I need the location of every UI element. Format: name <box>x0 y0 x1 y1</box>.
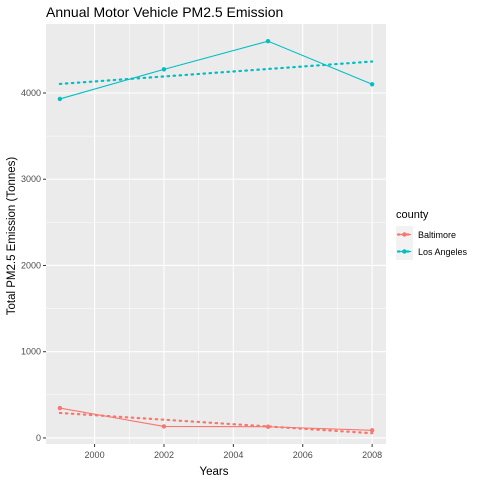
x-tick-label: 2002 <box>154 450 174 460</box>
axis-layer: 2000 2002 2004 2006 2008 0 1000 2000 3000 4000 <box>21 88 382 460</box>
chart-title: Annual Motor Vehicle PM2.5 Emission <box>46 4 283 20</box>
x-tick-label: 2008 <box>362 450 382 460</box>
y-axis-label: Total PM2.5 Emission (Tonnes) <box>6 157 18 316</box>
legend-label-los-angeles: Los Angeles <box>418 247 468 257</box>
y-tick-label: 4000 <box>21 88 41 98</box>
los-angeles-data-point <box>161 67 167 72</box>
legend: county Baltimore Los Angeles <box>396 209 468 260</box>
y-tick-label: 0 <box>36 433 41 443</box>
los-angeles-data-point <box>369 82 375 87</box>
los-angeles-series-line <box>59 40 373 100</box>
y-tick-label: 1000 <box>21 347 41 357</box>
baltimore-series-line <box>59 407 373 431</box>
los-angeles-data-point <box>265 38 271 44</box>
line-layer <box>59 40 373 431</box>
legend-label-baltimore: Baltimore <box>418 230 456 240</box>
legend-title: county <box>396 209 429 221</box>
los-angeles-trend-line <box>58 60 374 86</box>
baltimore-data-point <box>369 428 375 433</box>
x-tick-label: 2000 <box>85 450 105 460</box>
baltimore-data-point <box>57 405 63 411</box>
los-angeles-data-point <box>57 96 63 102</box>
point-layer <box>57 38 375 433</box>
x-tick-label: 2006 <box>293 450 313 460</box>
baltimore-trend-line <box>58 411 374 435</box>
y-tick-label: 2000 <box>21 260 41 270</box>
plot-panel <box>46 24 386 444</box>
legend-key-point <box>402 249 407 254</box>
grid-layer <box>46 24 386 444</box>
trend-layer <box>58 60 374 435</box>
baltimore-data-point <box>161 424 167 429</box>
x-tick-label: 2004 <box>223 450 243 460</box>
y-tick-label: 3000 <box>21 174 41 184</box>
baltimore-data-point <box>265 424 271 429</box>
x-axis-label: Years <box>200 466 229 478</box>
legend-key-point <box>402 232 407 237</box>
legend-items: Baltimore Los Angeles <box>396 226 468 260</box>
